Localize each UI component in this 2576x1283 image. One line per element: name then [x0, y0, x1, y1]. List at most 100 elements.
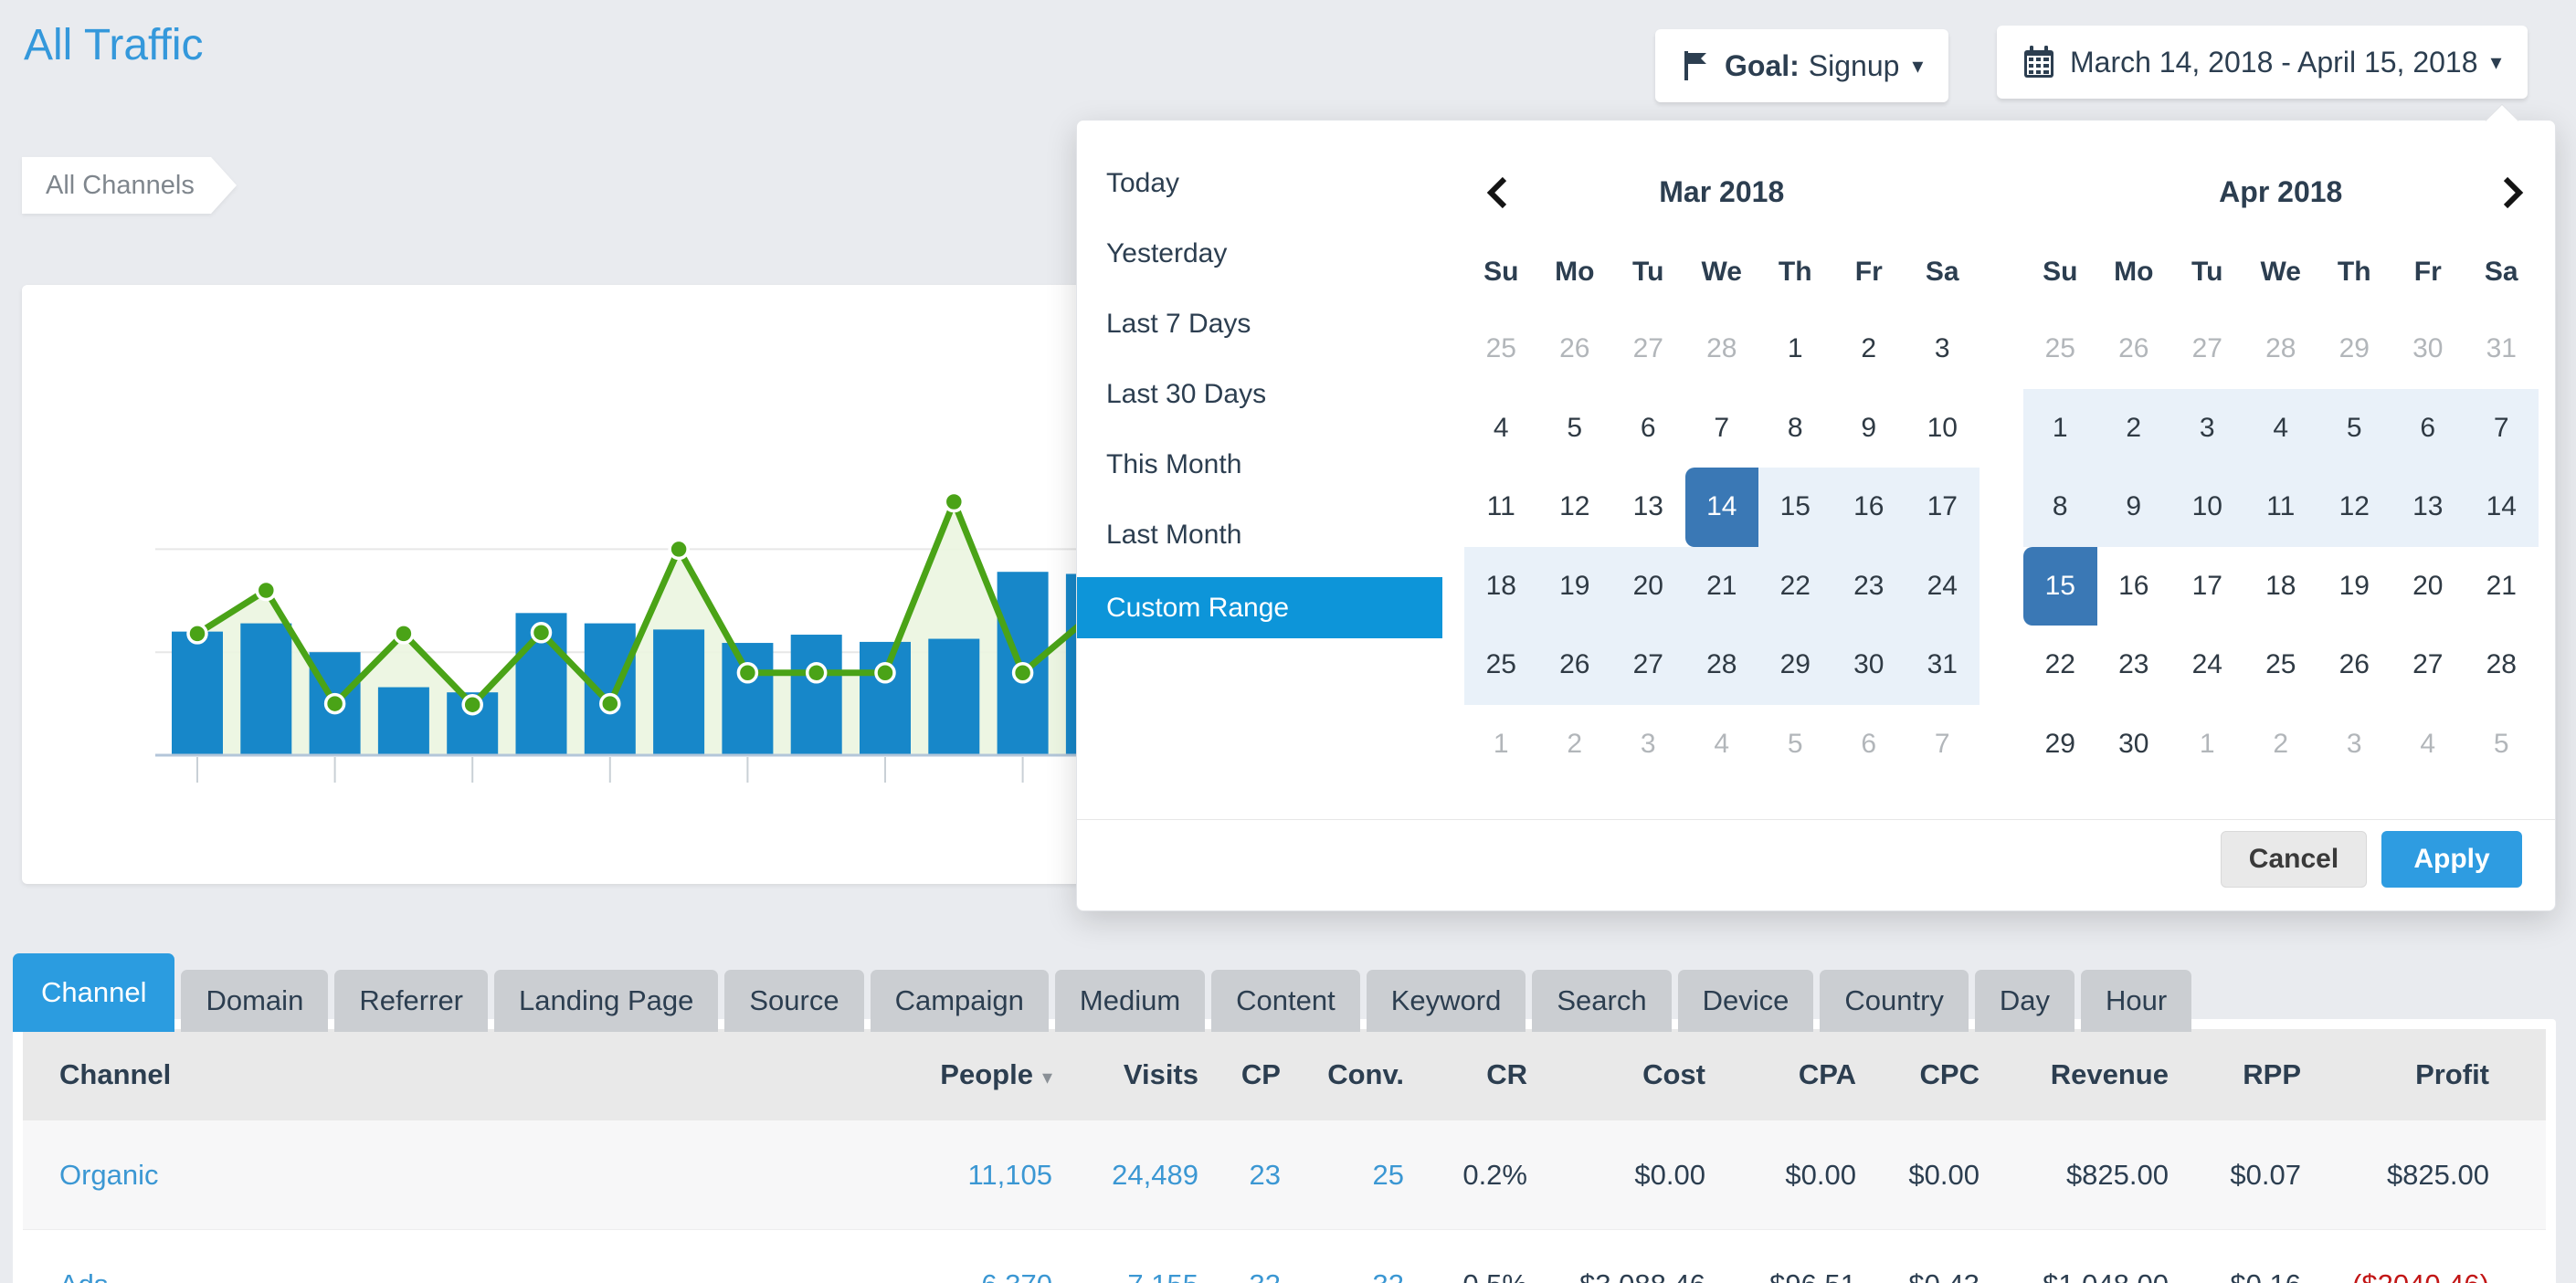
day-cell-22[interactable]: 22: [1758, 546, 1832, 626]
day-cell-10[interactable]: 10: [2170, 468, 2244, 547]
column-header-profit[interactable]: Profit: [2415, 1058, 2489, 1090]
tab-medium[interactable]: Medium: [1054, 970, 1206, 1032]
preset-last-month[interactable]: Last Month: [1106, 520, 1242, 550]
day-cell-6[interactable]: 6: [1640, 412, 1656, 443]
tab-keyword[interactable]: Keyword: [1366, 970, 1526, 1032]
day-cell-1[interactable]: 1: [1787, 333, 1803, 363]
day-cell-16[interactable]: 16: [1832, 468, 1906, 547]
column-header-visits[interactable]: Visits: [1123, 1058, 1198, 1090]
channel-link-ads-channel[interactable]: Ads: [59, 1268, 879, 1283]
day-cell-26[interactable]: 26: [1537, 626, 1611, 705]
tab-search[interactable]: Search: [1532, 970, 1672, 1032]
day-cell-2[interactable]: 2: [1567, 728, 1583, 759]
day-cell-20[interactable]: 20: [1611, 546, 1685, 626]
preset-last-30-days[interactable]: Last 30 Days: [1106, 379, 1267, 409]
column-header-cr[interactable]: CR: [1486, 1058, 1527, 1090]
day-cell-12[interactable]: 12: [1559, 491, 1590, 521]
day-cell-10[interactable]: 10: [1927, 412, 1958, 443]
tab-country[interactable]: Country: [1820, 970, 1969, 1032]
day-cell-2[interactable]: 2: [2096, 388, 2170, 468]
day-cell-2[interactable]: 2: [2273, 728, 2289, 759]
day-cell-19[interactable]: 19: [2338, 570, 2370, 601]
column-header-cpc[interactable]: CPC: [1919, 1058, 1980, 1090]
day-cell-6[interactable]: 6: [2391, 388, 2465, 468]
day-cell-24[interactable]: 24: [2191, 649, 2222, 679]
day-cell-30[interactable]: 30: [1832, 626, 1906, 705]
apply-button[interactable]: Apply: [2381, 831, 2522, 888]
preset-last-7-days[interactable]: Last 7 Days: [1106, 309, 1251, 339]
day-cell-13[interactable]: 13: [2391, 468, 2465, 547]
day-cell-5[interactable]: 5: [2317, 388, 2391, 468]
day-cell-13[interactable]: 13: [1632, 491, 1663, 521]
day-cell-23[interactable]: 23: [2118, 649, 2149, 679]
day-cell-30[interactable]: 30: [2118, 728, 2149, 759]
day-cell-26[interactable]: 26: [2118, 333, 2149, 363]
day-cell-4[interactable]: 4: [2420, 728, 2436, 759]
day-cell-28[interactable]: 28: [2265, 333, 2296, 363]
column-header-cost[interactable]: Cost: [1642, 1058, 1705, 1090]
day-cell-14[interactable]: 14: [2465, 468, 2539, 547]
day-cell-7[interactable]: 7: [1934, 728, 1950, 759]
day-cell-5[interactable]: 5: [1567, 412, 1583, 443]
day-cell-25[interactable]: 25: [2044, 333, 2075, 363]
day-cell-5[interactable]: 5: [1787, 728, 1803, 759]
column-header-channel[interactable]: Channel: [59, 1058, 172, 1090]
day-cell-17[interactable]: 17: [1906, 468, 1980, 547]
day-cell-19[interactable]: 19: [1537, 546, 1611, 626]
day-cell-27[interactable]: 27: [1632, 333, 1663, 363]
preset-yesterday[interactable]: Yesterday: [1106, 238, 1228, 268]
day-cell-3[interactable]: 3: [2346, 728, 2362, 759]
day-cell-4[interactable]: 4: [2243, 388, 2317, 468]
day-cell-26[interactable]: 26: [1559, 333, 1590, 363]
day-cell-5[interactable]: 5: [2493, 728, 2509, 759]
goal-selector-button[interactable]: Goal: Signup ▾: [1655, 29, 1949, 102]
day-cell-26[interactable]: 26: [2338, 649, 2370, 679]
tab-campaign[interactable]: Campaign: [870, 970, 1049, 1032]
day-cell-8[interactable]: 8: [2023, 468, 2097, 547]
day-cell-7[interactable]: 7: [1714, 412, 1730, 443]
day-cell-27[interactable]: 27: [2412, 649, 2444, 679]
day-cell-27[interactable]: 27: [1611, 626, 1685, 705]
day-cell-31[interactable]: 31: [2486, 333, 2517, 363]
day-cell-8[interactable]: 8: [1787, 412, 1803, 443]
day-cell-25[interactable]: 25: [1464, 626, 1538, 705]
prev-month-icon[interactable]: [1479, 172, 1519, 214]
tab-day[interactable]: Day: [1974, 970, 2075, 1032]
day-cell-14-selected[interactable]: 14: [1684, 468, 1758, 547]
day-cell-3[interactable]: 3: [1934, 333, 1950, 363]
day-cell-11[interactable]: 11: [2243, 468, 2317, 547]
day-cell-20[interactable]: 20: [2412, 570, 2444, 601]
day-cell-28[interactable]: 28: [1706, 333, 1737, 363]
day-cell-2[interactable]: 2: [1861, 333, 1877, 363]
day-cell-3[interactable]: 3: [2170, 388, 2244, 468]
day-cell-4[interactable]: 4: [1493, 412, 1509, 443]
day-cell-23[interactable]: 23: [1832, 546, 1906, 626]
tab-device[interactable]: Device: [1677, 970, 1814, 1032]
day-cell-11[interactable]: 11: [1486, 491, 1515, 521]
column-header-people[interactable]: People ▾: [940, 1058, 1052, 1090]
cancel-button[interactable]: Cancel: [2221, 831, 2367, 888]
tab-channel[interactable]: Channel: [13, 953, 175, 1032]
day-cell-27[interactable]: 27: [2191, 333, 2222, 363]
day-cell-1[interactable]: 1: [2023, 388, 2097, 468]
day-cell-16[interactable]: 16: [2118, 570, 2149, 601]
date-range-button[interactable]: March 14, 2018 - April 15, 2018 ▾: [1997, 26, 2528, 99]
day-cell-25[interactable]: 25: [2265, 649, 2296, 679]
tab-content[interactable]: Content: [1211, 970, 1360, 1032]
day-cell-4[interactable]: 4: [1714, 728, 1730, 759]
column-header-rpp[interactable]: RPP: [2243, 1058, 2301, 1090]
column-header-cpa[interactable]: CPA: [1798, 1058, 1856, 1090]
day-cell-29[interactable]: 29: [1758, 626, 1832, 705]
day-cell-24[interactable]: 24: [1906, 546, 1980, 626]
day-cell-15-selected[interactable]: 15: [2023, 546, 2097, 626]
day-cell-28[interactable]: 28: [2486, 649, 2517, 679]
day-cell-29[interactable]: 29: [2338, 333, 2370, 363]
day-cell-9[interactable]: 9: [2096, 468, 2170, 547]
column-header-conv-[interactable]: Conv.: [1327, 1058, 1404, 1090]
tab-domain[interactable]: Domain: [181, 970, 329, 1032]
day-cell-25[interactable]: 25: [1485, 333, 1516, 363]
day-cell-22[interactable]: 22: [2044, 649, 2075, 679]
column-header-revenue[interactable]: Revenue: [2050, 1058, 2169, 1090]
tab-hour[interactable]: Hour: [2081, 970, 2192, 1032]
day-cell-3[interactable]: 3: [1640, 728, 1656, 759]
